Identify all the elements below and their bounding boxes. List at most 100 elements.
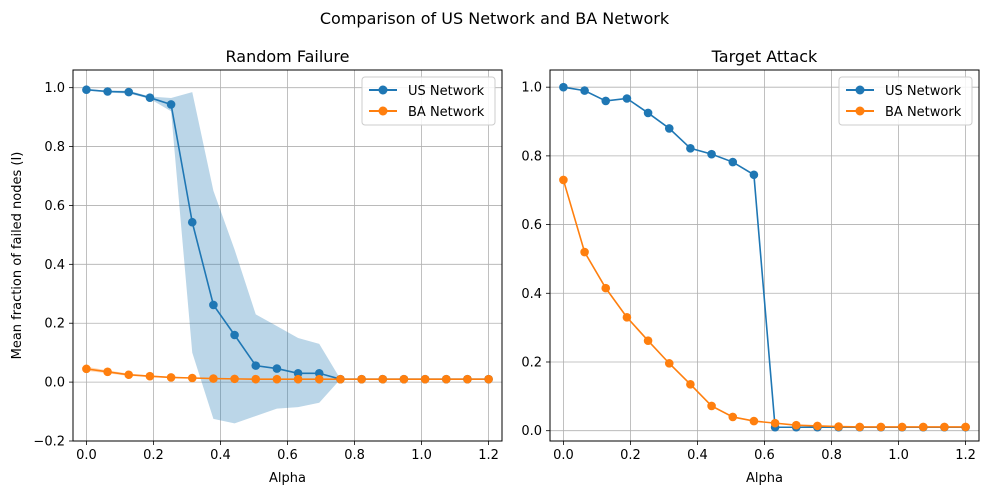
- data-point-ba-network: [961, 422, 970, 432]
- data-point-us-network: [251, 361, 261, 370]
- data-point-ba-network: [601, 283, 611, 293]
- chart-title: Target Attack: [711, 47, 818, 66]
- data-point-ba-network: [145, 371, 155, 381]
- data-point-us-network: [272, 364, 282, 373]
- data-point-ba-network: [559, 175, 568, 185]
- data-point-us-network: [145, 93, 155, 102]
- y-tick-label: 1.0: [521, 81, 542, 96]
- legend-label-us-network: US Network: [885, 84, 962, 99]
- data-point-ba-network: [82, 364, 91, 374]
- data-point-ba-network: [749, 416, 759, 426]
- axes-frame: [549, 69, 980, 442]
- x-tick-label: 1.0: [888, 448, 909, 463]
- data-point-ba-network: [876, 422, 886, 432]
- y-tick-label: 0.2: [521, 355, 542, 370]
- x-tick-label: 0.6: [277, 448, 298, 463]
- data-point-ba-network: [643, 336, 653, 345]
- x-tick-label: 0.2: [620, 448, 641, 463]
- y-tick-label: 0.4: [521, 287, 542, 302]
- legend-marker-us-network: [378, 85, 388, 95]
- data-point-ba-network: [813, 421, 822, 431]
- data-point-ba-network: [251, 374, 261, 384]
- y-tick-label: 0.6: [521, 218, 542, 233]
- legend-label-ba-network: BA Network: [408, 105, 485, 120]
- data-point-ba-network: [770, 418, 780, 428]
- data-point-ba-network: [463, 374, 472, 384]
- data-point-ba-network: [124, 370, 134, 380]
- data-point-us-network: [686, 144, 695, 153]
- data-point-ba-network: [686, 380, 695, 389]
- x-tick-label: 0.6: [754, 448, 775, 463]
- data-point-ba-network: [187, 373, 197, 383]
- data-point-ba-network: [791, 420, 801, 430]
- legend: US Network BA Network: [361, 76, 496, 126]
- data-point-ba-network: [230, 374, 239, 384]
- data-point-us-network: [664, 124, 674, 133]
- series-markers: [559, 82, 970, 432]
- data-point-us-network: [124, 87, 134, 97]
- data-point-ba-network: [441, 374, 451, 384]
- y-axis-ticks: −0.2 0.0 0.2 0.4 0.6 0.8 1.0: [33, 81, 73, 450]
- data-point-ba-network: [293, 374, 303, 384]
- y-tick-label: 1.0: [44, 81, 65, 96]
- data-point-ba-network: [918, 422, 928, 432]
- y-tick-label: 0.8: [44, 140, 65, 155]
- x-tick-label: 0.2: [143, 448, 164, 463]
- data-point-ba-network: [420, 374, 430, 384]
- legend-label-us-network: US Network: [408, 84, 485, 99]
- data-point-us-network: [187, 217, 197, 227]
- y-tick-label: 0.2: [44, 317, 65, 332]
- legend-marker-us-network: [855, 85, 865, 95]
- data-point-ba-network: [357, 374, 366, 384]
- y-axis-label: Mean fraction of failed nodes (I): [10, 152, 25, 360]
- data-point-us-network: [728, 157, 738, 167]
- gridlines: [550, 70, 979, 441]
- data-point-ba-network: [272, 374, 282, 384]
- chart-title: Random Failure: [226, 47, 350, 66]
- data-point-us-network: [707, 149, 716, 159]
- data-point-ba-network: [855, 422, 865, 432]
- x-tick-label: 0.4: [687, 448, 708, 463]
- confidence-band-us-network: [86, 89, 489, 424]
- data-point-ba-network: [622, 313, 632, 322]
- data-point-ba-network: [897, 422, 907, 432]
- y-tick-label: 0.0: [44, 376, 65, 391]
- data-point-us-network: [559, 82, 568, 92]
- x-tick-label: 1.0: [411, 448, 432, 463]
- data-point-us-network: [314, 368, 324, 378]
- data-point-ba-network: [103, 367, 112, 377]
- x-tick-label: 0.0: [76, 448, 97, 463]
- chart-panel-random-failure: Random Failure 0.0 0.2 0.4 0.6 0.8 1.0 1.2 −0.…: [10, 47, 503, 486]
- data-point-ba-network: [314, 374, 324, 384]
- x-axis-ticks: 0.0 0.2 0.4 0.6 0.8 1.0 1.2: [553, 441, 976, 463]
- axes-frame: [72, 69, 503, 442]
- data-point-ba-network: [166, 373, 176, 382]
- data-point-us-network: [749, 170, 759, 180]
- data-point-us-network: [230, 330, 239, 340]
- legend: US Network BA Network: [838, 76, 973, 126]
- data-point-ba-network: [209, 374, 218, 383]
- data-point-us-network: [622, 94, 632, 103]
- x-tick-label: 0.0: [553, 448, 574, 463]
- x-axis-ticks: 0.0 0.2 0.4 0.6 0.8 1.0 1.2: [76, 441, 499, 463]
- data-point-us-network: [580, 86, 589, 95]
- x-tick-label: 0.8: [344, 448, 365, 463]
- y-tick-label: 0.4: [44, 258, 65, 273]
- data-point-ba-network: [728, 412, 738, 422]
- y-tick-label: 0.8: [521, 149, 542, 164]
- data-point-ba-network: [336, 374, 345, 384]
- legend-label-ba-network: BA Network: [885, 105, 962, 120]
- data-point-us-network: [601, 96, 611, 106]
- data-point-ba-network: [707, 401, 716, 411]
- y-tick-label: 0.0: [521, 424, 542, 439]
- confidence-bands: [86, 89, 489, 424]
- legend-marker-ba-network: [855, 106, 865, 116]
- data-point-us-network: [103, 87, 112, 96]
- y-axis-ticks: 0.0 0.2 0.4 0.6 0.8 1.0: [521, 81, 550, 439]
- x-tick-label: 1.2: [955, 448, 976, 463]
- data-point-us-network: [166, 100, 176, 109]
- data-point-us-network: [82, 85, 91, 95]
- data-point-ba-network: [834, 422, 843, 431]
- data-point-ba-network: [580, 247, 589, 257]
